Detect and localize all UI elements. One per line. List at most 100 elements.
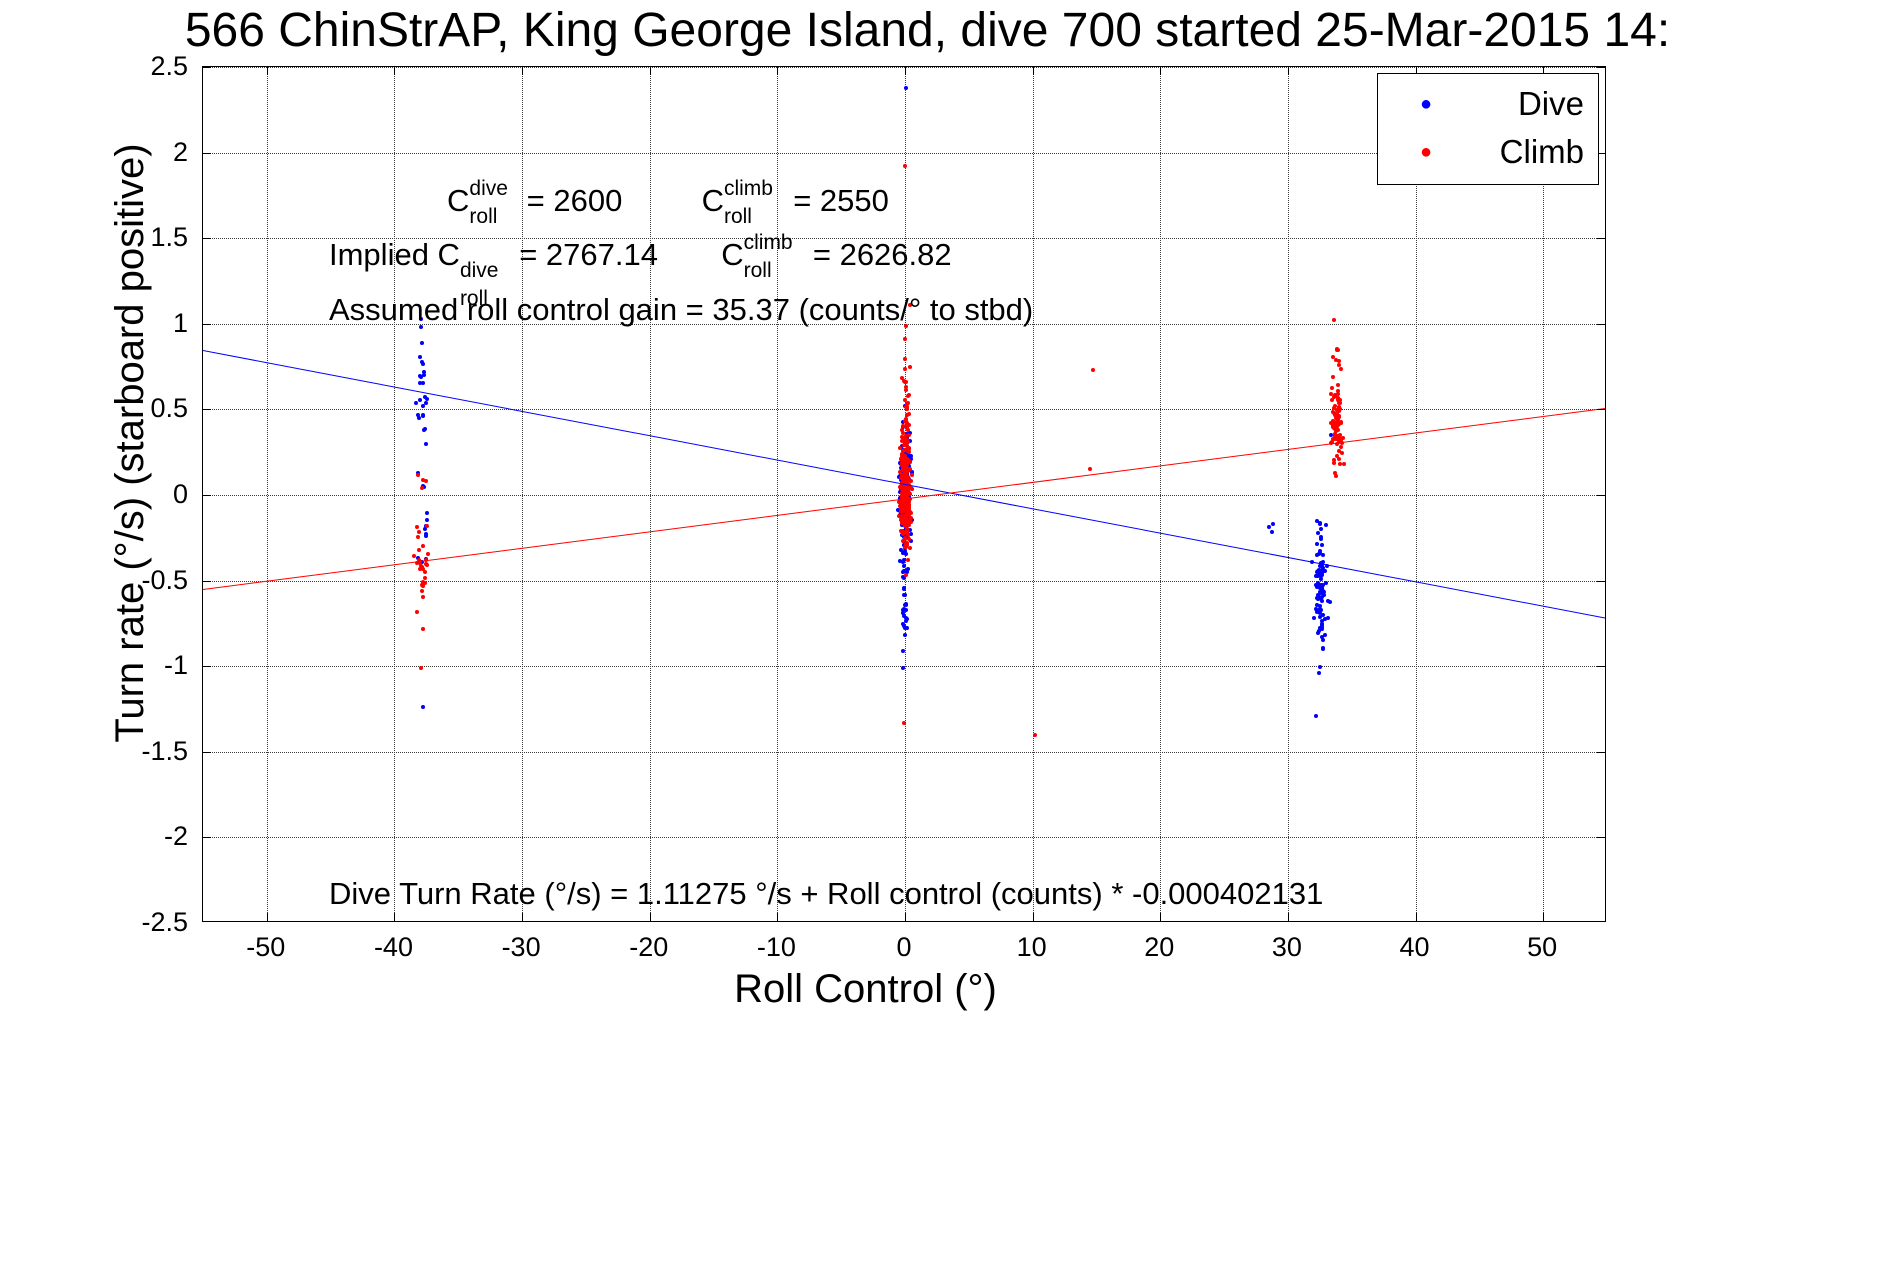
data-point xyxy=(419,374,424,379)
y-tick-label: 2 xyxy=(172,136,188,167)
data-point xyxy=(422,395,427,400)
x-axis-tick xyxy=(905,913,906,921)
data-point xyxy=(907,491,912,496)
legend-entry-dive[interactable]: ● Dive xyxy=(1388,80,1584,128)
data-point xyxy=(903,388,908,393)
data-point xyxy=(1321,613,1326,618)
data-point xyxy=(1309,559,1314,564)
y-tick-label: -1.5 xyxy=(141,735,188,766)
x-tick-label: -50 xyxy=(246,932,286,962)
data-point xyxy=(424,517,429,522)
data-point xyxy=(904,384,909,389)
x-axis-tick xyxy=(1160,913,1162,921)
implied-climb-superscript: climb xyxy=(743,231,793,254)
data-point xyxy=(903,356,908,361)
y-axis-tick xyxy=(1597,409,1605,411)
data-point xyxy=(419,665,424,670)
data-point xyxy=(906,450,911,455)
data-point xyxy=(416,412,421,417)
data-point xyxy=(1319,635,1324,640)
data-point xyxy=(1333,435,1338,440)
data-point xyxy=(903,551,908,556)
data-point xyxy=(1335,397,1340,402)
data-point xyxy=(417,529,422,534)
data-point xyxy=(902,367,907,372)
y-tick-label: -2.5 xyxy=(141,907,188,937)
data-point xyxy=(1313,607,1318,612)
data-point xyxy=(1325,615,1330,620)
data-point xyxy=(907,422,912,427)
x-axis-tick xyxy=(1032,67,1034,75)
data-point xyxy=(899,528,904,533)
data-point xyxy=(902,337,907,342)
x-axis-title-text: Roll Control (°) xyxy=(734,967,997,1011)
data-point xyxy=(905,519,910,524)
y-tick-label: 0 xyxy=(172,479,188,509)
data-point xyxy=(904,405,909,410)
data-point xyxy=(1323,568,1328,573)
data-point xyxy=(902,437,907,442)
fit-equation-dive-counts: Dive Turn Rate (°/s) = 1.11275 °/s + Rol… xyxy=(329,876,1324,911)
data-point xyxy=(1314,610,1319,615)
data-point xyxy=(908,467,913,472)
data-point xyxy=(908,438,913,443)
data-point xyxy=(1319,572,1324,577)
data-point xyxy=(1338,367,1343,372)
data-point xyxy=(904,601,909,606)
data-point xyxy=(899,487,904,492)
grid-line-vertical xyxy=(649,67,651,921)
page-title: 566 ChinStrAP, King George Island, dive … xyxy=(0,2,1891,60)
data-point xyxy=(1323,580,1328,585)
data-point xyxy=(423,558,428,563)
grid-line-vertical xyxy=(1415,67,1417,921)
data-point xyxy=(902,493,907,498)
data-point xyxy=(1314,585,1319,590)
c-dive-subscript: roll xyxy=(469,205,498,228)
data-point xyxy=(418,561,423,566)
data-point xyxy=(1315,603,1320,608)
data-point xyxy=(898,485,903,490)
data-point xyxy=(905,400,910,405)
data-point xyxy=(902,491,907,496)
data-point xyxy=(1320,625,1325,630)
data-point xyxy=(1321,593,1326,597)
y-axis-tick xyxy=(203,409,211,411)
data-point xyxy=(902,511,907,516)
data-point xyxy=(902,458,907,463)
grid-line-horizontal xyxy=(203,152,1605,154)
y-tick-label: -1 xyxy=(163,650,188,681)
data-point xyxy=(1320,565,1325,570)
data-point xyxy=(421,381,426,386)
fit-equation-dive-deg: Dive Turn Rate (°/s) = 0.0672113 °/s + R… xyxy=(329,915,1360,921)
data-point xyxy=(416,472,421,477)
data-point xyxy=(1271,522,1276,527)
data-point xyxy=(899,501,904,506)
data-point xyxy=(902,521,907,526)
data-point xyxy=(1336,363,1341,368)
x-axis-tick xyxy=(522,913,524,921)
chart-legend[interactable]: ● Dive ● Climb xyxy=(1377,73,1599,185)
data-point xyxy=(898,558,903,563)
grid-line-horizontal xyxy=(203,67,1605,68)
data-point xyxy=(907,502,912,507)
data-point xyxy=(1315,631,1320,636)
data-point xyxy=(421,544,426,549)
grid-line-horizontal xyxy=(203,238,1605,240)
data-point xyxy=(1330,440,1335,445)
data-point xyxy=(1333,422,1338,427)
data-point xyxy=(1333,358,1338,363)
data-point xyxy=(423,400,428,405)
data-point xyxy=(420,579,425,584)
x-axis-tick xyxy=(905,67,906,75)
y-axis-tick xyxy=(203,67,211,68)
data-point xyxy=(1318,549,1323,554)
data-point xyxy=(1332,460,1337,465)
data-point xyxy=(1318,664,1323,669)
legend-entry-climb[interactable]: ● Climb xyxy=(1388,128,1584,176)
x-tick-label: 10 xyxy=(1016,932,1047,962)
x-axis-tick xyxy=(1287,67,1289,75)
